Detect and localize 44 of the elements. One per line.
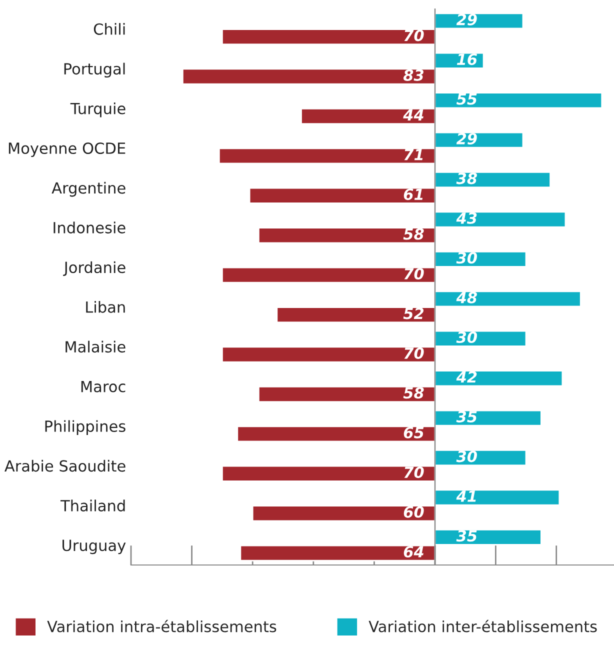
y-tick-label: Thailand [60,500,125,512]
data-label: 30 [456,332,477,344]
data-label: 30 [456,450,477,462]
legend-label: Variation inter-établissements [368,620,597,632]
data-label: 65 [404,426,424,438]
y-tick-label: Chili [94,23,125,35]
y-tick-label: Portugal [64,62,125,78]
data-label: 41 [456,490,476,502]
y-tick-label: Jordanie [63,261,126,276]
data-label: 29 [456,132,477,145]
data-label: 43 [456,212,477,224]
y-tick-label: Malaisie [66,340,126,353]
data-label: 44 [403,109,424,120]
y-tick-label: Philippines [45,420,126,435]
y-tick-label: Indonesie [54,222,126,234]
data-label: 52 [403,308,424,320]
data-label: 55 [456,93,477,105]
y-tick-label: Turquie [70,102,126,118]
y-tick-label: Argentine [52,182,126,197]
y-tick-label: Moyenne OCDE [8,142,126,157]
data-label: 16 [456,54,477,66]
data-label: 38 [456,172,477,184]
data-label: 58 [403,228,424,240]
data-label: 64 [404,546,424,558]
data-label: 58 [403,387,424,399]
data-label: 60 [404,506,424,518]
data-label: 29 [456,14,477,26]
data-label: 83 [403,69,424,81]
data-label: 61 [404,188,423,200]
data-label: 70 [404,466,424,478]
data-label: 35 [456,530,477,542]
data-label: 71 [404,149,423,160]
legend-label: Variation intra-établissements [47,620,276,632]
y-tick-label: Uruguay [62,540,126,554]
y-tick-label: Maroc [81,380,126,392]
y-tick-label: Arabie Saoudite [4,460,126,472]
data-label: 70 [404,30,424,42]
data-label: 30 [456,252,477,264]
data-label: 70 [404,268,424,280]
data-label: 42 [456,371,477,383]
data-label: 35 [456,410,477,422]
data-label: 48 [456,292,477,304]
y-tick-label: Liban [86,301,125,313]
data-label: 70 [404,347,424,359]
